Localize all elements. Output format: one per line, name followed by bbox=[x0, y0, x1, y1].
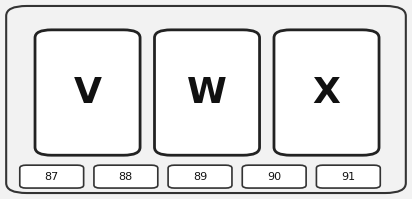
Text: X: X bbox=[313, 76, 340, 109]
FancyBboxPatch shape bbox=[94, 165, 158, 188]
FancyBboxPatch shape bbox=[20, 165, 84, 188]
Text: W: W bbox=[187, 76, 227, 109]
FancyBboxPatch shape bbox=[168, 165, 232, 188]
Text: 87: 87 bbox=[44, 172, 59, 182]
FancyBboxPatch shape bbox=[6, 6, 406, 193]
FancyBboxPatch shape bbox=[242, 165, 306, 188]
Text: V: V bbox=[74, 76, 101, 109]
Text: 88: 88 bbox=[119, 172, 133, 182]
FancyBboxPatch shape bbox=[154, 30, 260, 155]
Text: 89: 89 bbox=[193, 172, 207, 182]
FancyBboxPatch shape bbox=[274, 30, 379, 155]
Text: 90: 90 bbox=[267, 172, 281, 182]
FancyBboxPatch shape bbox=[35, 30, 140, 155]
Text: 91: 91 bbox=[341, 172, 356, 182]
FancyBboxPatch shape bbox=[316, 165, 380, 188]
